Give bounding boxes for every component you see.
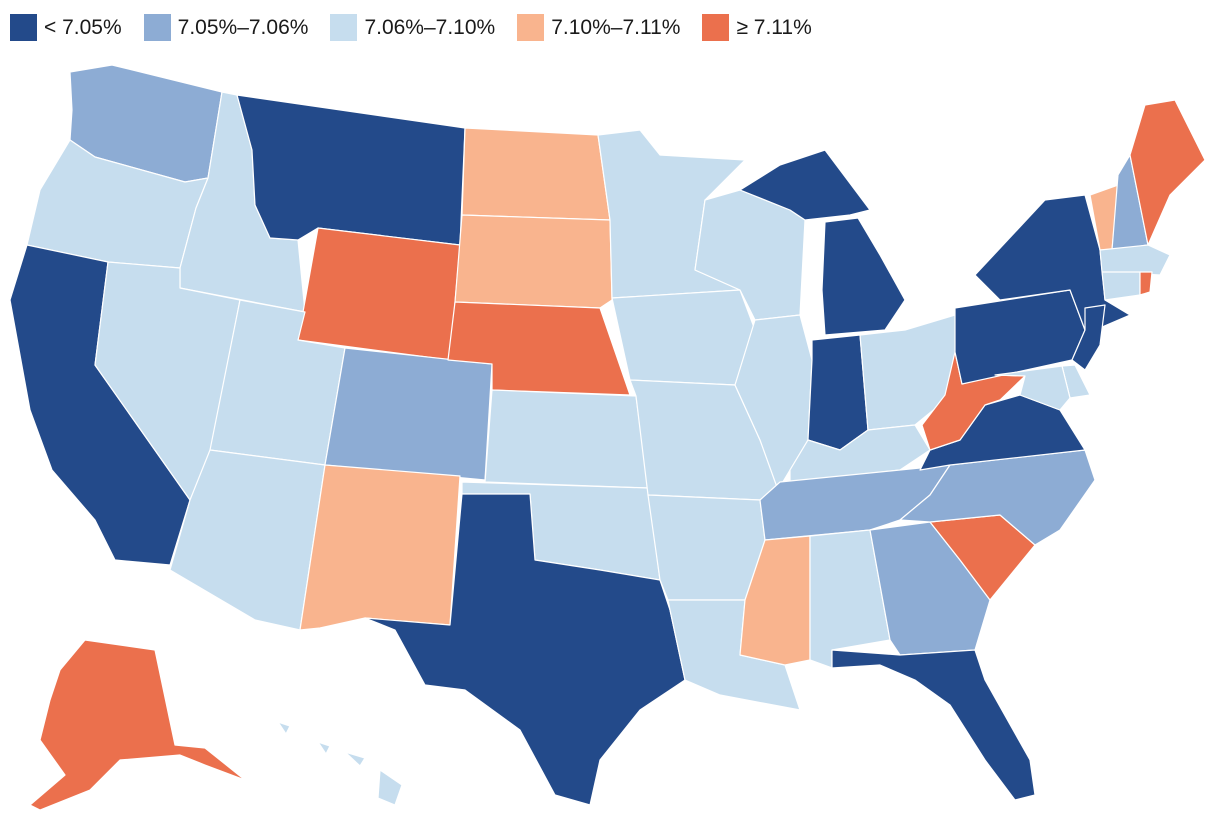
state-CO[interactable] xyxy=(324,347,493,481)
state-WY[interactable] xyxy=(297,227,461,361)
legend-swatch xyxy=(517,14,545,41)
legend-label: 7.06%–7.10% xyxy=(364,15,496,39)
state-AR[interactable] xyxy=(647,494,766,601)
state-MI[interactable] xyxy=(739,149,906,336)
legend-swatch xyxy=(10,14,37,41)
legend-swatch xyxy=(143,14,171,41)
state-MD[interactable] xyxy=(994,365,1071,411)
state-ND[interactable] xyxy=(461,127,611,221)
legend-item-bin-2: 7.05%–7.06% xyxy=(143,14,309,41)
state-NM[interactable] xyxy=(299,464,461,631)
state-MA[interactable] xyxy=(1099,244,1171,276)
state-TX[interactable] xyxy=(364,493,686,806)
legend-swatch xyxy=(702,14,730,41)
legend-label: 7.10%–7.11% xyxy=(551,15,681,39)
legend-label: 7.05%–7.06% xyxy=(177,15,309,39)
legend-item-bin-3: 7.06%–7.10% xyxy=(330,14,495,41)
state-CT[interactable] xyxy=(1101,271,1141,301)
state-IA[interactable] xyxy=(611,289,756,386)
state-AK[interactable] xyxy=(29,639,246,811)
state-MT[interactable] xyxy=(236,94,466,246)
state-NC[interactable] xyxy=(899,449,1096,546)
state-IN[interactable] xyxy=(807,334,869,451)
state-HI[interactable] xyxy=(277,721,403,806)
state-KS[interactable] xyxy=(484,389,649,489)
legend-label: ≥ 7.11% xyxy=(736,15,812,39)
legend-item-bin-5: ≥ 7.11% xyxy=(702,14,812,41)
legend-swatch xyxy=(330,14,358,41)
legend-item-bin-1: < 7.05% xyxy=(10,14,122,41)
state-SD[interactable] xyxy=(454,214,613,309)
legend-item-bin-4: 7.10%–7.11% xyxy=(517,14,680,41)
state-NJ[interactable] xyxy=(1071,304,1106,371)
state-FL[interactable] xyxy=(831,649,1036,801)
legend: < 7.05% 7.05%–7.06% 7.06%–7.10% 7.10%–7.… xyxy=(10,14,834,41)
state-RI[interactable] xyxy=(1139,271,1153,296)
state-NY[interactable] xyxy=(974,194,1131,331)
legend-label: < 7.05% xyxy=(44,15,122,39)
